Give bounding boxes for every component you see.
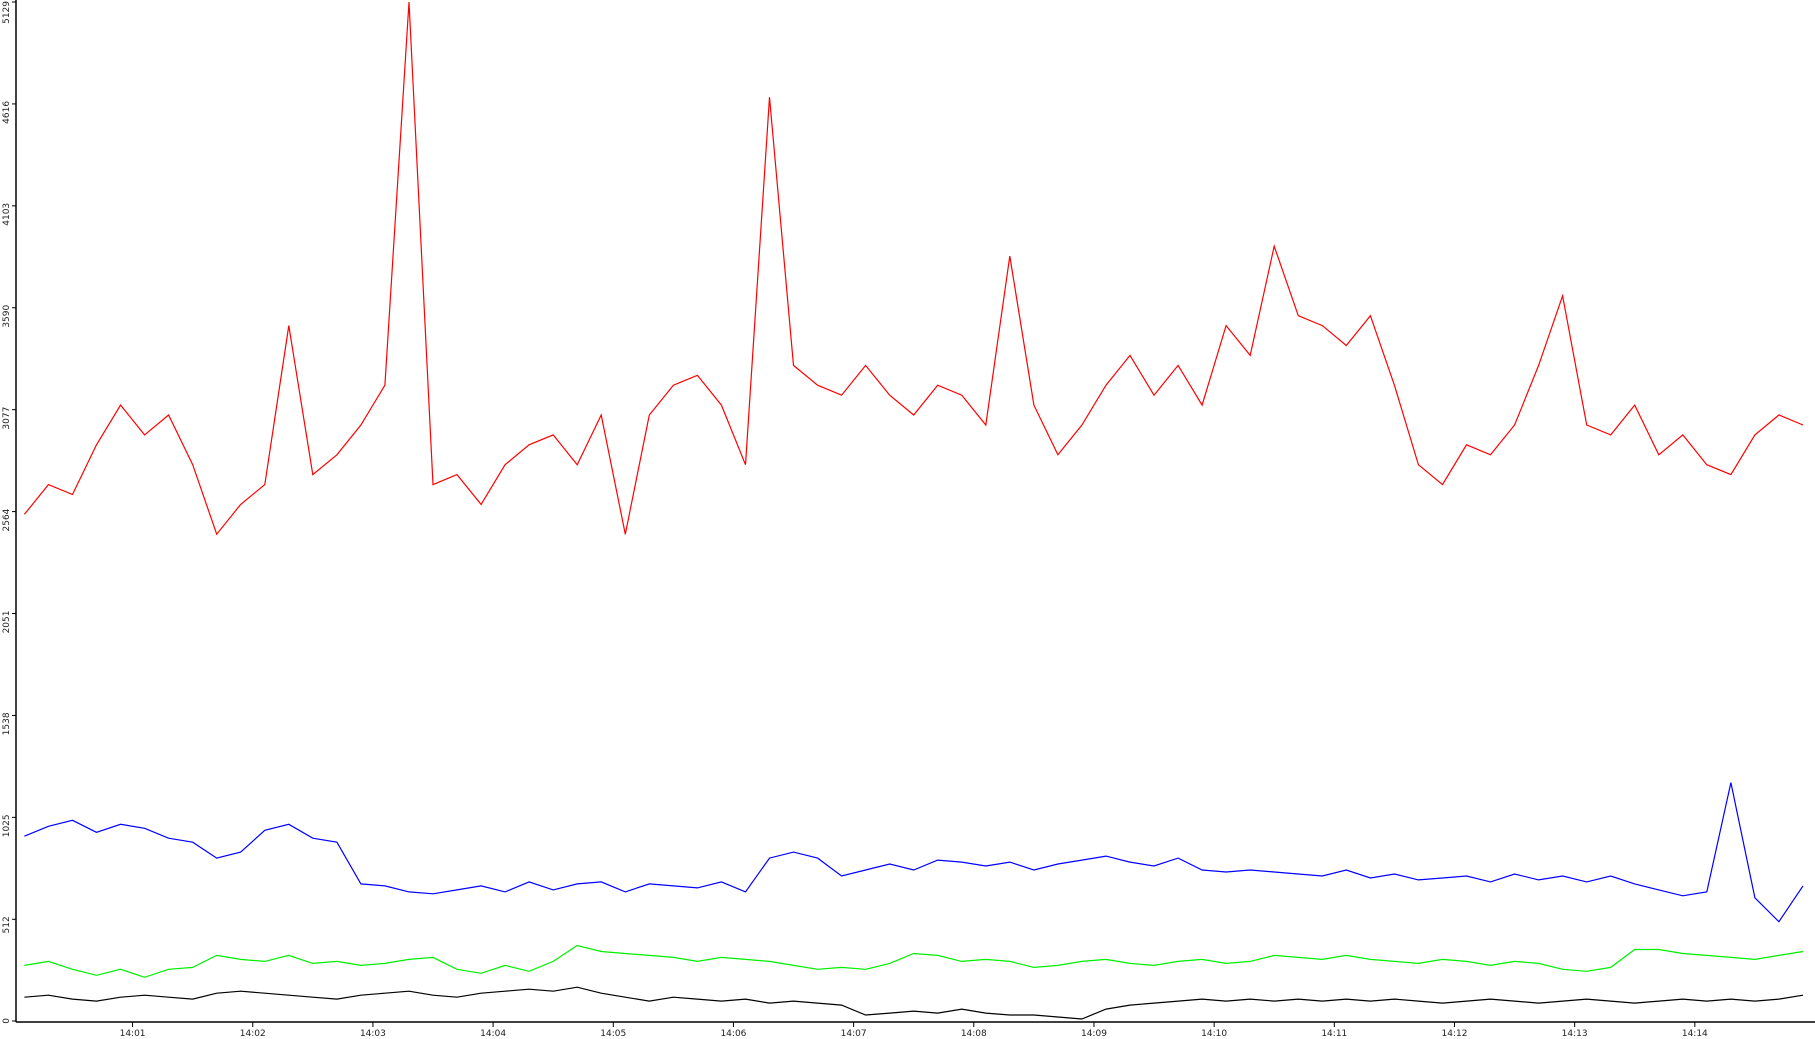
x-tick-label: 14:02 <box>240 1029 266 1039</box>
series-line <box>24 986 1804 1020</box>
series-line <box>24 944 1804 978</box>
x-tick-label: 14:04 <box>480 1029 506 1039</box>
x-tick-label: 14:11 <box>1321 1029 1347 1039</box>
x-tick-label: 14:09 <box>1081 1029 1107 1039</box>
x-tick-label: 14:03 <box>360 1029 386 1039</box>
series-line <box>24 782 1804 923</box>
x-tick-label: 14:06 <box>720 1029 746 1039</box>
y-tick-label: 2051 <box>2 611 12 634</box>
x-tick-label: 14:08 <box>961 1029 987 1039</box>
x-tick-label: 14:14 <box>1682 1029 1708 1039</box>
y-tick-label: 2564 <box>2 508 12 531</box>
y-tick-label: 1025 <box>2 814 12 837</box>
y-tick-label: 4616 <box>2 101 12 124</box>
series-line <box>23 1 1804 536</box>
y-tick-label: 0 <box>2 1018 12 1024</box>
y-tick-label: 512 <box>2 916 12 933</box>
x-tick-label: 14:12 <box>1442 1029 1468 1039</box>
x-tick-label: 14:07 <box>841 1029 867 1039</box>
x-tick-label: 14:10 <box>1201 1029 1227 1039</box>
x-tick-label: 14:13 <box>1562 1029 1588 1039</box>
y-tick-label: 3077 <box>2 407 12 430</box>
x-tick-label: 14:05 <box>600 1029 626 1039</box>
x-tick-label: 14:01 <box>120 1029 146 1039</box>
y-tick-label: 1538 <box>2 712 12 735</box>
y-tick-label: 4103 <box>2 203 12 226</box>
y-tick-label: 3590 <box>2 304 12 327</box>
y-tick-label: 5129 <box>2 1 12 24</box>
